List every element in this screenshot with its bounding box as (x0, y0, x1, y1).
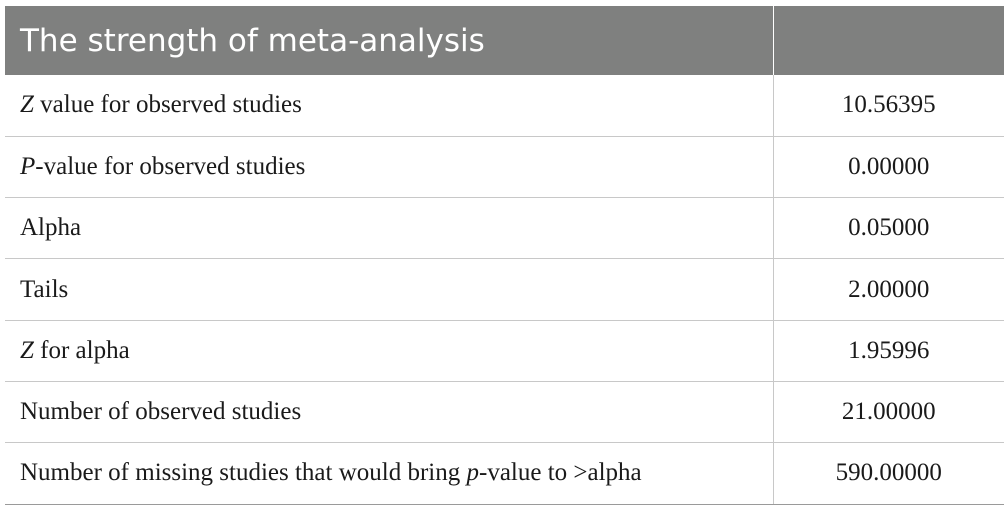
row-value: 0.05000 (772, 197, 1004, 260)
row-value: 21.00000 (772, 381, 1004, 444)
row-label: Alpha (5, 197, 773, 260)
row-label-text: value for observed studies (33, 91, 302, 119)
row-value: 590.00000 (772, 442, 1004, 505)
row-label-italic: p (466, 459, 480, 487)
table-header-row: The strength of meta-analysis (5, 6, 1004, 75)
row-label-text: -value for observed studies (35, 152, 306, 180)
row-label-text: Number of missing studies that would bri… (20, 459, 467, 487)
row-label: Number of missing studies that would bri… (5, 442, 773, 505)
table-row: Number of missing studies that would bri… (5, 442, 1004, 505)
meta-analysis-strength-table: The strength of meta-analysis Z value fo… (5, 6, 1004, 505)
row-label-italic: Z (20, 336, 34, 364)
row-label-text: Number of observed studies (20, 398, 302, 426)
row-label: Z for alpha (5, 320, 773, 382)
row-label-italic: P (20, 152, 36, 180)
row-label-suffix: -value to >alpha (479, 459, 642, 487)
table-row: P-value for observed studies 0.00000 (5, 136, 1004, 199)
table-title: The strength of meta-analysis (5, 6, 774, 75)
row-label: Number of observed studies (5, 381, 773, 444)
table-row: Number of observed studies 21.00000 (5, 381, 1004, 444)
row-label-text: Alpha (20, 214, 82, 242)
row-value: 2.00000 (772, 258, 1004, 321)
row-label: Tails (5, 258, 773, 321)
table-row: Tails 2.00000 (5, 258, 1004, 321)
table-row: Z for alpha 1.95996 (5, 320, 1004, 382)
row-label: Z value for observed studies (5, 75, 773, 137)
row-label-text: Tails (20, 275, 69, 303)
value-column-header (773, 6, 1004, 75)
row-value: 1.95996 (772, 320, 1004, 382)
row-value: 0.00000 (772, 136, 1004, 199)
row-label-text: for alpha (33, 336, 130, 364)
table-row: Alpha 0.05000 (5, 197, 1004, 260)
row-value: 10.56395 (772, 75, 1004, 137)
table-row: Z value for observed studies 10.56395 (5, 75, 1004, 137)
row-label-italic: Z (20, 91, 34, 119)
row-label: P-value for observed studies (5, 136, 773, 199)
